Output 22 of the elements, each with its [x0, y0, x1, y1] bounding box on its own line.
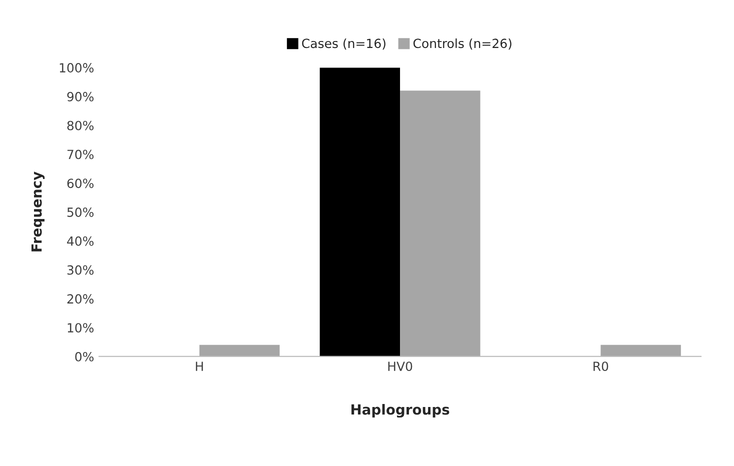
y-tick-label: 90%	[67, 92, 94, 102]
x-tick-label: HV0	[388, 362, 412, 372]
y-tick-label: 70%	[67, 150, 94, 160]
y-tick-label: 80%	[67, 120, 94, 130]
x-tick-label: R0	[594, 362, 608, 372]
y-tick-label: 10%	[68, 323, 94, 333]
x-axis-title: Haplogroups	[351, 404, 450, 418]
bar	[600, 344, 681, 356]
legend-label: Controls (n=26)	[413, 38, 512, 50]
y-tick-label: 40%	[67, 236, 94, 246]
bar	[400, 90, 480, 356]
bar	[199, 344, 280, 356]
y-tick-label: 60%	[67, 178, 94, 188]
y-tick-label: 50%	[67, 208, 94, 217]
y-axis-title: Frequency	[31, 172, 45, 252]
y-tick-label: 100%	[60, 63, 94, 72]
y-tick-label: 20%	[67, 294, 94, 304]
bar	[320, 68, 400, 356]
y-tick-label: 0%	[75, 352, 94, 362]
x-tick-label: H	[196, 362, 203, 371]
y-tick-label: 30%	[67, 265, 94, 275]
legend-label: Cases (n=16)	[302, 38, 386, 50]
